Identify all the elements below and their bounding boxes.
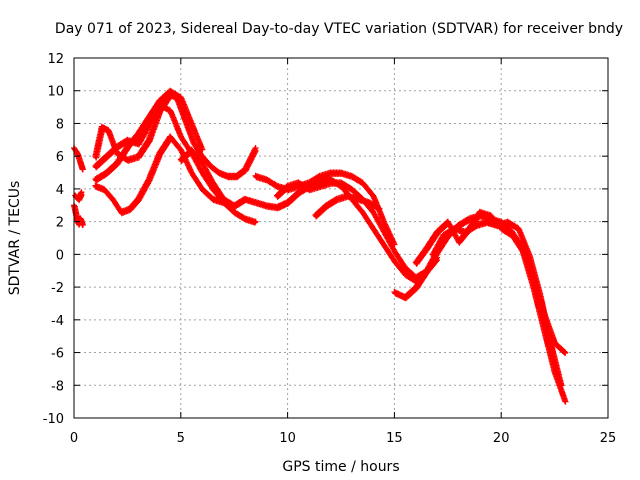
x-axis-label: GPS time / hours: [282, 459, 399, 475]
y-tick-label: 8: [56, 117, 64, 132]
y-tick-label: -8: [51, 379, 64, 394]
series-markers: [391, 212, 569, 356]
series-markers: [71, 202, 86, 228]
series-sat-a: [71, 145, 86, 173]
series-sat-g: [92, 87, 206, 184]
x-tick-label: 5: [177, 431, 185, 446]
y-tick-label: 6: [56, 150, 64, 165]
series-sat-b: [71, 202, 86, 228]
y-tick-label: -2: [51, 281, 64, 296]
series-sat-k: [312, 192, 383, 220]
series-markers: [72, 189, 85, 204]
y-tick-label: 12: [47, 52, 64, 67]
series-markers: [92, 87, 206, 184]
series-markers: [312, 192, 383, 220]
x-tick-label: 0: [70, 431, 78, 446]
y-tick-label: 10: [47, 85, 64, 100]
chart-title: Day 071 of 2023, Sidereal Day-to-day VTE…: [55, 21, 623, 37]
series-sat-n: [429, 218, 565, 389]
y-tick-label: -6: [51, 347, 64, 362]
x-tick-label: 25: [600, 431, 617, 446]
ticks: 0 5 10 15 20 25 -10 -8 -6 -4 -2 0 2 4 6 8 10 12: [43, 52, 617, 446]
series-markers: [92, 133, 227, 217]
series-markers: [71, 145, 86, 173]
x-tick-label: 10: [279, 431, 296, 446]
grid: [74, 58, 608, 418]
y-tick-label: 0: [56, 248, 64, 263]
y-tick-label: -10: [43, 412, 64, 427]
x-tick-label: 20: [493, 431, 510, 446]
x-tick-label: 15: [386, 431, 403, 446]
series-sat-l: [391, 212, 569, 356]
series-sat-f: [92, 133, 227, 217]
y-tick-label: -4: [51, 314, 64, 329]
series-sat-c: [72, 189, 85, 204]
y-tick-label: 2: [56, 216, 64, 231]
plot-frame: [73, 57, 609, 419]
plot-data: [71, 87, 569, 405]
y-axis-label: SDTVAR / TECUs: [7, 181, 23, 296]
y-tick-label: 4: [56, 183, 64, 198]
series-markers: [429, 218, 565, 389]
